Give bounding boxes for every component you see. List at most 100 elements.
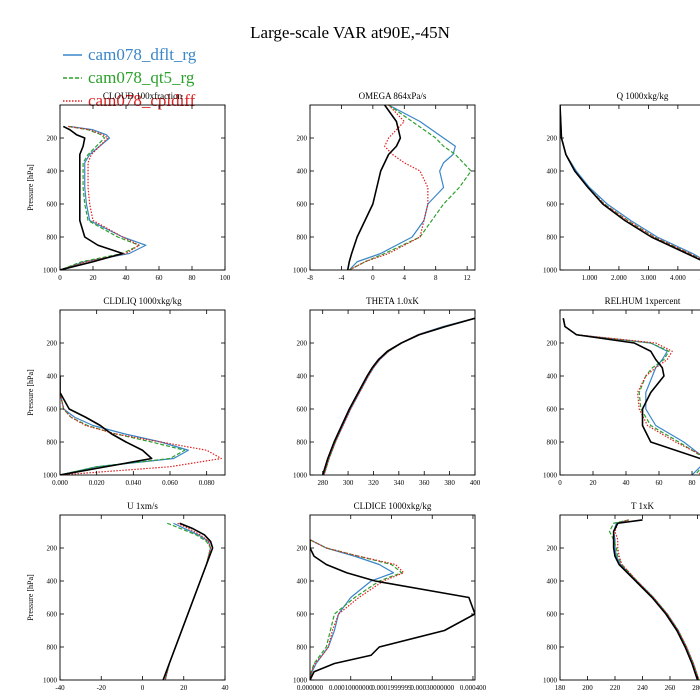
y-axis-label: Pressure [hPa] xyxy=(26,164,35,211)
y-tick-label: 1000 xyxy=(43,267,58,275)
y-tick-label: 400 xyxy=(297,168,308,176)
series-line-1 xyxy=(323,317,475,475)
series-line-3 xyxy=(162,522,214,680)
x-tick-label: 0.0001999999 xyxy=(371,684,412,692)
x-tick-label: 260 xyxy=(665,684,676,692)
panel-title: RELHUM 1xpercent xyxy=(605,296,681,306)
x-tick-label: 0 xyxy=(141,684,145,692)
y-tick-label: 800 xyxy=(47,439,58,447)
series-line-1 xyxy=(60,125,140,270)
y-tick-label: 400 xyxy=(47,373,58,381)
x-tick-label: 180 xyxy=(555,684,566,692)
y-tick-label: 800 xyxy=(547,644,558,652)
x-tick-label: -4 xyxy=(339,274,345,282)
y-tick-label: 400 xyxy=(47,168,58,176)
panel-4: THETA 1.0xK 280 300 320 340 360 380 400 200 400 60… xyxy=(293,296,481,487)
x-tick-label: 2.000 xyxy=(611,274,627,282)
panel-8: T 1xK18020022024026028030020040060080010… xyxy=(543,501,700,692)
plot-frame xyxy=(59,514,226,681)
x-tick-label: 60 xyxy=(656,479,664,487)
x-tick-label: 360 xyxy=(419,479,430,487)
x-tick-label: 0 xyxy=(371,274,375,282)
y-tick-label: 200 xyxy=(47,340,58,348)
y-tick-label: 200 xyxy=(297,340,308,348)
panel-title: THETA 1.0xK xyxy=(366,296,419,306)
x-tick-label: 20 xyxy=(90,274,98,282)
y-tick-label: 1000 xyxy=(293,677,308,685)
y-tick-label: 200 xyxy=(547,545,558,553)
y-tick-label: 1000 xyxy=(293,472,308,480)
x-tick-label: 0 xyxy=(58,274,62,282)
series-line-0 xyxy=(60,376,189,475)
panel-2: Q 1000xkg/kg1.0002.0003.0004.0005.000200… xyxy=(543,91,700,282)
x-tick-label: 80 xyxy=(189,274,197,282)
series-line-2 xyxy=(562,318,700,475)
y-tick-label: 600 xyxy=(547,406,558,414)
y-tick-label: 1000 xyxy=(293,267,308,275)
panel-title: U 1xm/s xyxy=(127,501,158,511)
x-tick-label: 40 xyxy=(222,684,230,692)
series-line-1 xyxy=(349,105,472,270)
series-line-2 xyxy=(323,317,475,475)
y-tick-label: 1000 xyxy=(543,267,558,275)
y-tick-label: 600 xyxy=(47,406,58,414)
x-tick-label: -8 xyxy=(307,274,313,282)
panel-title: OMEGA 864xPa/s xyxy=(359,91,427,101)
legend-label-1: cam078_qt5_rg xyxy=(88,68,195,87)
series-line-2 xyxy=(614,519,700,680)
y-tick-label: 600 xyxy=(47,611,58,619)
x-tick-label: 3.000 xyxy=(641,274,657,282)
panel-title: CLDICE 1000xkg/kg xyxy=(354,501,432,511)
y-tick-label: 1000 xyxy=(43,677,58,685)
y-tick-label: 400 xyxy=(297,578,308,586)
y-tick-label: 200 xyxy=(547,135,558,143)
panel-title: CLOUD 100xfraction xyxy=(103,91,183,101)
y-tick-label: 1000 xyxy=(43,472,58,480)
x-tick-label: 20 xyxy=(180,684,188,692)
x-tick-label: 20 xyxy=(590,479,598,487)
x-tick-label: 340 xyxy=(394,479,405,487)
series-line-2 xyxy=(60,376,222,475)
x-tick-label: 0.00010000000 xyxy=(329,684,373,692)
y-tick-label: 800 xyxy=(297,644,308,652)
series-line-3 xyxy=(60,376,153,475)
x-tick-label: 8 xyxy=(434,274,438,282)
x-tick-label: 400 xyxy=(470,479,481,487)
series-line-0 xyxy=(560,105,700,259)
x-tick-label: 60 xyxy=(156,274,164,282)
series-line-1 xyxy=(560,105,700,260)
x-tick-label: 80 xyxy=(689,479,697,487)
x-tick-label: -40 xyxy=(55,684,65,692)
x-tick-label: 380 xyxy=(444,479,455,487)
x-tick-label: 240 xyxy=(637,684,648,692)
y-tick-label: 200 xyxy=(47,135,58,143)
x-tick-label: -20 xyxy=(97,684,107,692)
panel-title: Q 1000xkg/kg xyxy=(617,91,669,101)
series-line-3 xyxy=(560,105,700,261)
series-line-2 xyxy=(560,105,700,260)
plot-frame xyxy=(309,514,476,681)
x-tick-label: 0 xyxy=(558,479,562,487)
x-tick-label: 0.020 xyxy=(89,479,105,487)
y-tick-label: 400 xyxy=(547,578,558,586)
panel-3: CLDLIQ 1000xkg/kg Pressure [hPa] 0.000 0.02… xyxy=(26,296,226,487)
plot-frame xyxy=(559,309,700,476)
y-axis-label: Pressure [hPa] xyxy=(26,574,35,621)
x-tick-label: 280 xyxy=(317,479,328,487)
y-tick-label: 800 xyxy=(297,439,308,447)
series-line-0 xyxy=(348,105,456,270)
x-tick-label: 1.000 xyxy=(582,274,598,282)
y-tick-label: 600 xyxy=(297,201,308,209)
legend-label-0: cam078_dflt_rg xyxy=(88,45,197,64)
plot-frame xyxy=(59,104,226,271)
plot-frame xyxy=(559,104,700,271)
y-tick-label: 600 xyxy=(297,611,308,619)
y-tick-label: 800 xyxy=(297,234,308,242)
plot-frame xyxy=(59,309,226,476)
y-tick-label: 200 xyxy=(297,545,308,553)
x-tick-label: 4.000 xyxy=(670,274,686,282)
series-line-3 xyxy=(346,105,402,270)
panel-title: CLDLIQ 1000xkg/kg xyxy=(103,296,182,306)
y-tick-label: 600 xyxy=(547,611,558,619)
panel-1: OMEGA 864xPa/s -8 -4 0 4 8 12 200 400 600 800 1000 xyxy=(293,91,476,282)
